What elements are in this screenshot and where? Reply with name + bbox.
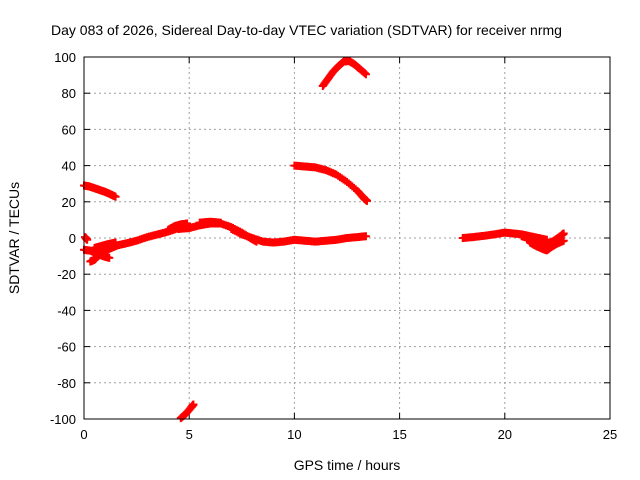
chart-title: Day 083 of 2026, Sidereal Day-to-day VTE…: [51, 22, 562, 38]
y-tick-label: 100: [54, 50, 76, 65]
series-track-2: [81, 233, 92, 244]
x-axis-label: GPS time / hours: [294, 457, 401, 473]
data-point: [361, 70, 370, 79]
y-tick-label: 80: [62, 86, 76, 101]
data-point: [216, 218, 225, 227]
plot-frame: [83, 56, 611, 420]
y-tick-label: 0: [69, 231, 76, 246]
y-tick-label: -100: [50, 412, 76, 427]
grid-lines: [84, 57, 610, 419]
x-tick-label: 5: [186, 427, 193, 442]
series-track-5: [90, 238, 120, 252]
data-point: [105, 253, 114, 262]
y-axis-label: SDTVAR / TECUs: [6, 182, 22, 294]
series-track-15: [517, 229, 568, 249]
data-point: [361, 232, 370, 241]
axis-ticks: 0 5 10 15 20 25 -100 -80 -60 -40 -20 0 20 40 60 80 100: [50, 50, 617, 442]
series-track-9: [176, 400, 198, 423]
data-point: [559, 229, 568, 238]
x-tick-label: 10: [287, 427, 301, 442]
x-tick-label: 25: [603, 427, 617, 442]
y-tick-label: -40: [57, 303, 76, 318]
x-tick-label: 0: [80, 427, 87, 442]
y-tick-label: 60: [62, 122, 76, 137]
y-tick-label: -80: [57, 376, 76, 391]
series-track-10: [227, 224, 370, 247]
y-tick-label: 20: [62, 195, 76, 210]
data-points: [80, 56, 568, 423]
series-track-1: [80, 181, 120, 201]
data-point: [362, 196, 371, 205]
data-point: [189, 400, 198, 409]
y-tick-label: -60: [57, 340, 76, 355]
x-tick-label: 20: [498, 427, 512, 442]
series-track-13: [458, 228, 551, 244]
series-track-4: [86, 222, 189, 266]
series-track-12: [318, 56, 370, 90]
y-tick-label: -20: [57, 267, 76, 282]
data-point: [111, 192, 120, 201]
series-track-11: [290, 161, 371, 205]
data-point: [111, 238, 120, 247]
x-tick-label: 15: [392, 427, 406, 442]
y-tick-label: 40: [62, 159, 76, 174]
series-track-8: [195, 217, 225, 227]
